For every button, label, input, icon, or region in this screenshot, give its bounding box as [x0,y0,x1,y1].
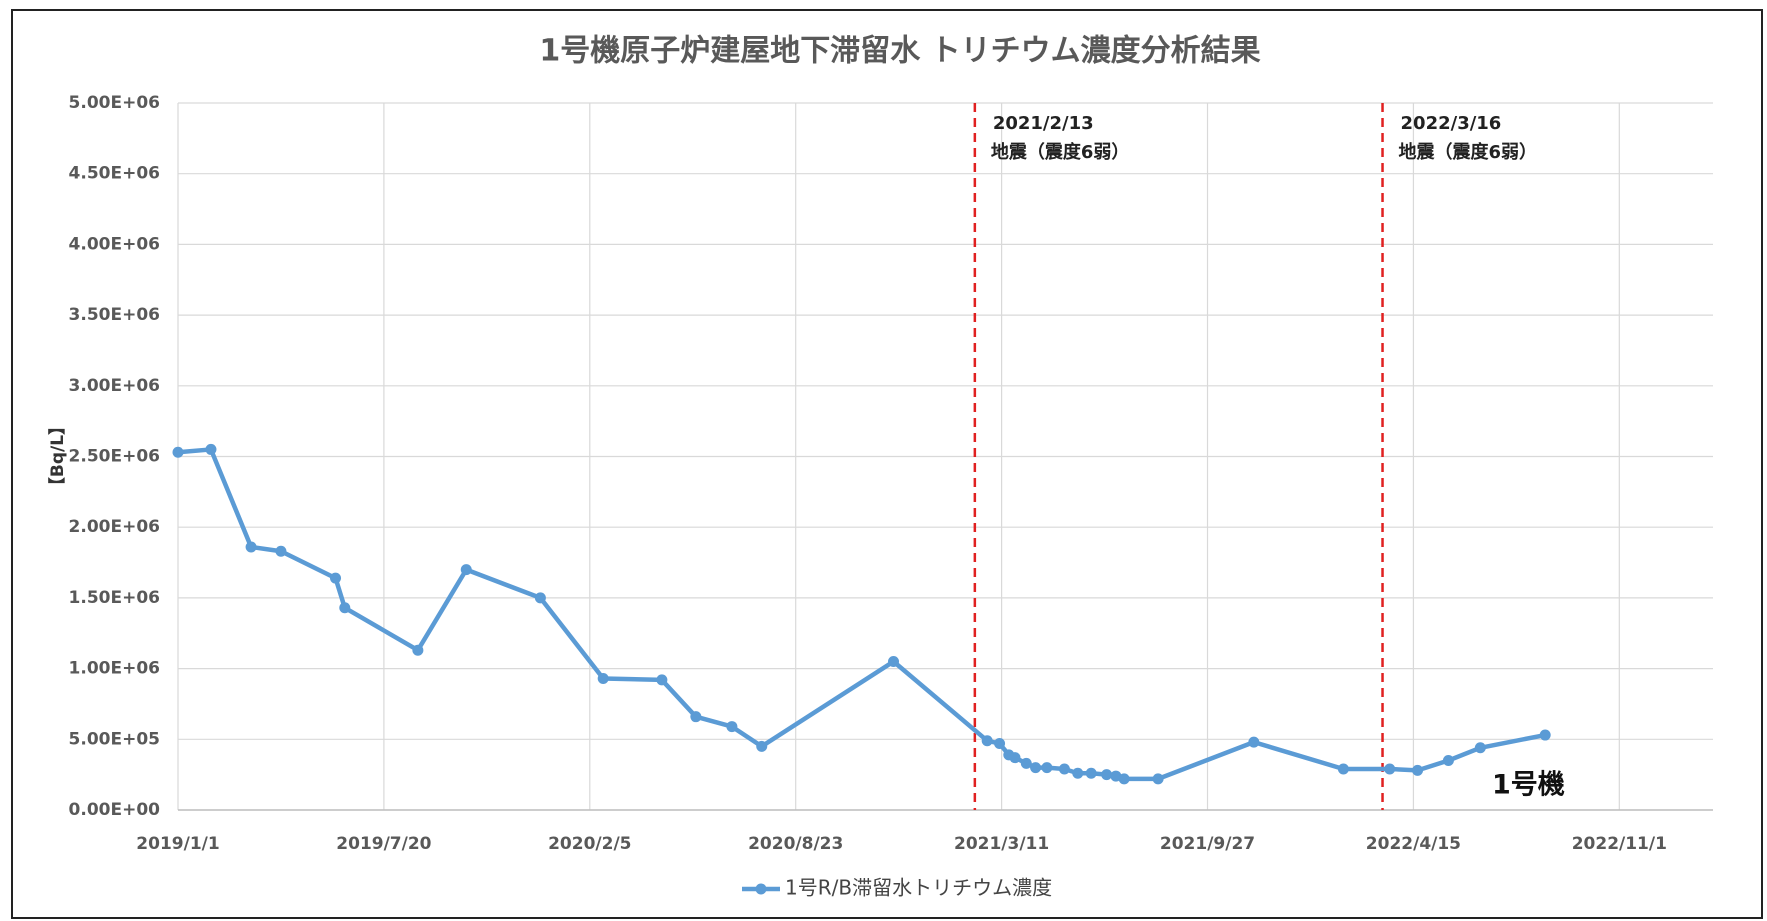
data-point [1030,762,1042,774]
data-point [1248,736,1260,748]
data-point [330,572,342,584]
y-axis-label: 【Bq/L】 [47,418,68,494]
data-point [1118,773,1130,785]
y-tick-label: 3.50E+06 [69,305,160,325]
data-point [656,674,668,686]
data-point [1041,762,1053,774]
event-date: 2022/3/16 [1401,113,1502,134]
data-point [888,656,900,668]
x-tick-label: 2019/1/1 [136,834,219,854]
x-tick-label: 2020/8/23 [748,834,843,854]
y-tick-label: 1.00E+06 [69,659,160,679]
x-tick-label: 2019/7/20 [336,834,431,854]
data-point [1412,764,1424,776]
y-tick-label: 2.50E+06 [69,447,160,467]
data-point [1152,773,1164,785]
data-point [981,735,993,747]
data-point [1101,769,1113,781]
x-tick-label: 2022/11/1 [1572,834,1667,854]
data-point [412,644,424,656]
data-point [726,721,738,733]
y-tick-label: 5.00E+06 [69,93,160,113]
data-point [205,443,217,455]
data-point [756,740,768,752]
legend-label: 1号R/B滞留水トリチウム濃度 [785,876,1052,900]
series-label: 1号機 [1492,770,1565,801]
x-tick-label: 2020/2/5 [548,834,631,854]
event-text: 地震（震度6弱） [1399,141,1538,163]
data-point [534,592,546,604]
y-tick-label: 4.50E+06 [69,164,160,184]
y-tick-label: 0.00E+00 [69,800,161,820]
data-point [245,541,257,553]
event-date: 2021/2/13 [993,113,1094,134]
data-point [275,545,287,557]
data-point [172,446,184,458]
y-tick-label: 1.50E+06 [69,588,160,608]
y-tick-label: 3.00E+06 [69,376,160,396]
data-point [1058,763,1070,775]
data-point [1020,757,1032,769]
data-point [1384,763,1396,775]
x-tick-label: 2021/9/27 [1160,834,1255,854]
chart-border [11,9,1763,919]
data-point [994,738,1006,750]
data-point [1337,763,1349,775]
data-point [460,564,472,576]
x-tick-label: 2021/3/11 [954,834,1049,854]
data-point [1474,742,1486,754]
data-line [177,447,1546,782]
y-tick-label: 5.00E+05 [69,729,160,749]
data-point [1539,729,1551,741]
data-point [339,602,351,614]
x-tick-label: 2022/4/15 [1366,834,1461,854]
data-point [1085,767,1097,779]
y-tick-label: 4.00E+06 [69,234,160,254]
data-point [597,672,609,684]
legend-marker [755,883,767,895]
event-text: 地震（震度6弱） [991,141,1130,163]
data-point [1442,755,1454,767]
data-point [1072,767,1084,779]
data-point [690,711,702,723]
y-tick-label: 2.00E+06 [69,517,160,537]
data-point [1009,752,1021,764]
chart-title: 1号機原子炉建屋地下滞留水 トリチウム濃度分析結果 [539,34,1260,69]
